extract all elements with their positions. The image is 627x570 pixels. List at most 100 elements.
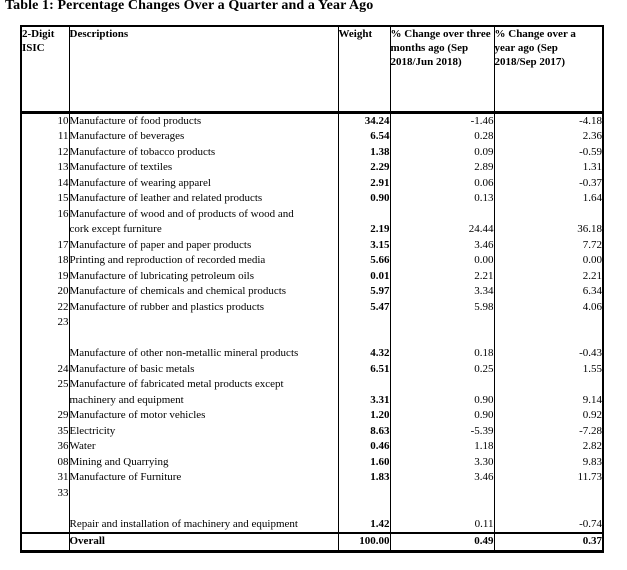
cell-weight: 0.90 bbox=[337, 191, 391, 207]
cell-description: Repair and installation of machinery and… bbox=[68, 485, 339, 533]
overall-row: Overall 100.00 0.49 0.37 bbox=[20, 532, 604, 553]
cell-quarter-change: 1.18 bbox=[389, 439, 495, 455]
cell-isic: 12 bbox=[20, 144, 70, 160]
cell-description: Manufacture of leather and related produ… bbox=[68, 191, 339, 207]
cell-quarter-change: 0.11 bbox=[389, 485, 495, 533]
overall-label-cell: Overall bbox=[68, 532, 339, 553]
cell-isic: 17 bbox=[20, 237, 70, 253]
cell-year-change: 11.73 bbox=[493, 470, 604, 486]
cell-description: Manufacture of wearing apparel bbox=[68, 175, 339, 191]
cell-year-change: -0.59 bbox=[493, 144, 604, 160]
cell-weight: 1.60 bbox=[337, 454, 391, 470]
cell-quarter-change: 5.98 bbox=[389, 299, 495, 315]
table-row: 22 Manufacture of rubber and plastics pro… bbox=[20, 299, 604, 315]
table-row: 36 Water 0.46 1.18 2.82 bbox=[20, 439, 604, 455]
cell-description: Water bbox=[68, 439, 339, 455]
table-header: 2-Digit ISIC Descriptions Weight % Chang… bbox=[20, 26, 604, 114]
header-row: 2-Digit ISIC Descriptions Weight % Chang… bbox=[20, 26, 604, 114]
header-quarter-change: % Change over three months ago (Sep 2018… bbox=[389, 26, 495, 114]
table-row: 15 Manufacture of leather and related pro… bbox=[20, 191, 604, 207]
cell-weight: 0.01 bbox=[337, 268, 391, 284]
cell-description: Manufacture of chemicals and chemical pr… bbox=[68, 284, 339, 300]
table-row: 11 Manufacture of beverages 6.54 0.28 2.36 bbox=[20, 129, 604, 145]
table-row: 23 Manufacture of other non-metallic min… bbox=[20, 315, 604, 362]
cell-year-change: 1.31 bbox=[493, 160, 604, 176]
table-body: 10 Manufacture of food products 34.24 -1.46… bbox=[20, 112, 604, 533]
table-row: 33 Repair and installation of machinery … bbox=[20, 485, 604, 533]
cell-description: Manufacture of wood and of products of w… bbox=[68, 206, 339, 238]
cell-isic: 20 bbox=[20, 284, 70, 300]
cell-year-change: -0.74 bbox=[493, 485, 604, 533]
cell-description: Manufacture of beverages bbox=[68, 129, 339, 145]
cell-quarter-change: 2.21 bbox=[389, 268, 495, 284]
cell-quarter-change: -5.39 bbox=[389, 423, 495, 439]
cell-isic: 23 bbox=[20, 315, 70, 362]
cell-isic: 14 bbox=[20, 175, 70, 191]
cell-isic: 24 bbox=[20, 361, 70, 377]
cell-quarter-change: 24.44 bbox=[389, 206, 495, 238]
cell-isic: 16 bbox=[20, 206, 70, 238]
table-row: 25 Manufacture of fabricated metal produc… bbox=[20, 377, 604, 408]
cell-year-change: -0.43 bbox=[493, 315, 604, 362]
header-year-change: % Change over a year ago (Sep 2018/Sep 2… bbox=[493, 26, 604, 114]
cell-isic: 19 bbox=[20, 268, 70, 284]
table-row: 08 Mining and Quarrying 1.60 3.30 9.83 bbox=[20, 454, 604, 470]
cell-quarter-change: 0.00 bbox=[389, 253, 495, 269]
table-footer: Overall 100.00 0.49 0.37 bbox=[20, 532, 604, 553]
cell-isic: 18 bbox=[20, 253, 70, 269]
cell-isic: 33 bbox=[20, 485, 70, 533]
cell-description: Manufacture of fabricated metal products… bbox=[68, 377, 339, 408]
cell-description: Manufacture of Furniture bbox=[68, 470, 339, 486]
cell-year-change: 0.00 bbox=[493, 253, 604, 269]
cell-quarter-change: 0.90 bbox=[389, 408, 495, 424]
cell-isic: 08 bbox=[20, 454, 70, 470]
cell-year-change: -7.28 bbox=[493, 423, 604, 439]
cell-description: Printing and reproduction of recorded me… bbox=[68, 253, 339, 269]
cell-isic: 35 bbox=[20, 423, 70, 439]
table-row: 18 Printing and reproduction of recorded … bbox=[20, 253, 604, 269]
cell-weight: 5.66 bbox=[337, 253, 391, 269]
cell-description: Manufacture of lubricating petroleum oil… bbox=[68, 268, 339, 284]
cell-quarter-change: -1.46 bbox=[389, 112, 495, 129]
table-row: 29 Manufacture of motor vehicles 1.20 0.90 0… bbox=[20, 408, 604, 424]
cell-isic: 31 bbox=[20, 470, 70, 486]
cell-description: Manufacture of rubber and plastics produ… bbox=[68, 299, 339, 315]
cell-weight: 1.20 bbox=[337, 408, 391, 424]
cell-weight: 2.91 bbox=[337, 175, 391, 191]
overall-isic-cell bbox=[20, 532, 70, 553]
cell-description: Manufacture of textiles bbox=[68, 160, 339, 176]
cell-description: Manufacture of food products bbox=[68, 112, 339, 129]
table-row: 13 Manufacture of textiles 2.29 2.89 1.31 bbox=[20, 160, 604, 176]
cell-weight: 34.24 bbox=[337, 112, 391, 129]
cell-year-change: 0.92 bbox=[493, 408, 604, 424]
cell-isic: 15 bbox=[20, 191, 70, 207]
cell-weight: 1.38 bbox=[337, 144, 391, 160]
cell-description: Manufacture of motor vehicles bbox=[68, 408, 339, 424]
cell-year-change: -0.37 bbox=[493, 175, 604, 191]
table-row: 20 Manufacture of chemicals and chemical … bbox=[20, 284, 604, 300]
overall-year-change-cell: 0.37 bbox=[493, 532, 604, 553]
cell-isic: 22 bbox=[20, 299, 70, 315]
cell-isic: 29 bbox=[20, 408, 70, 424]
cell-quarter-change: 0.28 bbox=[389, 129, 495, 145]
table-row: 16 Manufacture of wood and of products of… bbox=[20, 206, 604, 238]
cell-quarter-change: 3.30 bbox=[389, 454, 495, 470]
cell-quarter-change: 3.34 bbox=[389, 284, 495, 300]
cell-description: Manufacture of tobacco products bbox=[68, 144, 339, 160]
cell-isic: 25 bbox=[20, 377, 70, 408]
cell-quarter-change: 0.18 bbox=[389, 315, 495, 362]
cell-year-change: 9.83 bbox=[493, 454, 604, 470]
cell-year-change: 2.36 bbox=[493, 129, 604, 145]
cell-year-change: 4.06 bbox=[493, 299, 604, 315]
percentage-changes-table: 2-Digit ISIC Descriptions Weight % Chang… bbox=[20, 25, 604, 553]
cell-weight: 8.63 bbox=[337, 423, 391, 439]
cell-quarter-change: 0.06 bbox=[389, 175, 495, 191]
cell-description: Manufacture of paper and paper products bbox=[68, 237, 339, 253]
overall-quarter-change-cell: 0.49 bbox=[389, 532, 495, 553]
cell-isic: 36 bbox=[20, 439, 70, 455]
cell-year-change: 2.82 bbox=[493, 439, 604, 455]
table-title: Table 1: Percentage Changes Over a Quart… bbox=[5, 0, 374, 13]
cell-weight: 1.83 bbox=[337, 470, 391, 486]
cell-description: Manufacture of basic metals bbox=[68, 361, 339, 377]
cell-weight: 4.32 bbox=[337, 315, 391, 362]
